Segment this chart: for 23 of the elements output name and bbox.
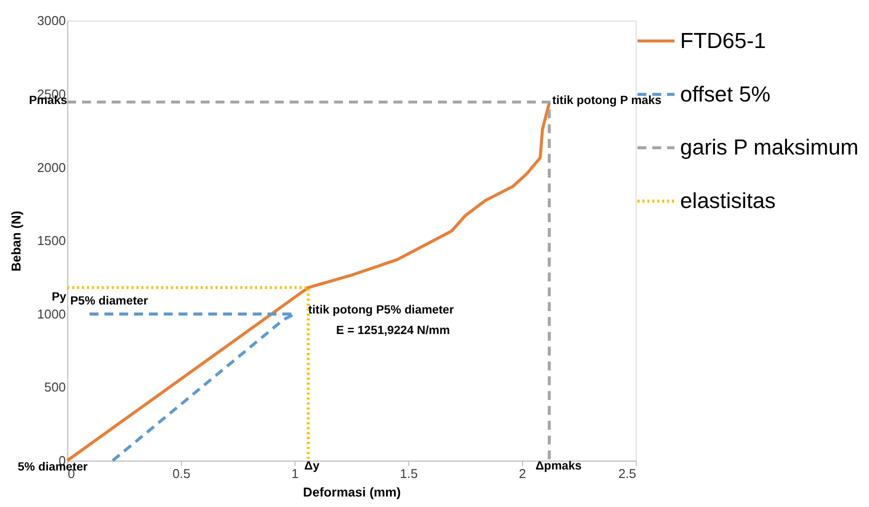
x-tick-label: 0.5 <box>172 466 190 481</box>
annotation: E = 1251,9224 N/mm <box>336 323 450 338</box>
y-tick-label: 500 <box>44 380 66 395</box>
y-axis-title: Beban (N) <box>8 210 24 272</box>
annotation: Py <box>52 289 67 304</box>
x-tick-label: 2.5 <box>618 466 636 481</box>
x-axis-title: Deformasi (mm) <box>303 484 401 500</box>
annotation: titik potong P maks <box>552 93 662 108</box>
annotation: Δy <box>304 458 320 473</box>
x-tick-label: 1.5 <box>400 466 418 481</box>
annotation: titik potong P5% diameter <box>308 302 454 316</box>
legend-label: offset 5% <box>680 81 770 106</box>
y-tick-label: 2000 <box>37 160 66 175</box>
y-tick-label: 1000 <box>37 306 66 322</box>
legend-label: elastisitas <box>680 188 776 214</box>
y-tick-label: 1500 <box>37 233 66 248</box>
annotation: Δpmaks <box>535 458 582 473</box>
annotation: P5% diameter <box>70 293 148 308</box>
x-tick-label: 2 <box>518 466 526 481</box>
y-tick-label: 3000 <box>37 13 66 28</box>
legend-label: garis P maksimum <box>680 134 859 160</box>
x-tick-label: 1 <box>292 466 299 481</box>
legend-label: FTD65-1 <box>680 28 766 53</box>
